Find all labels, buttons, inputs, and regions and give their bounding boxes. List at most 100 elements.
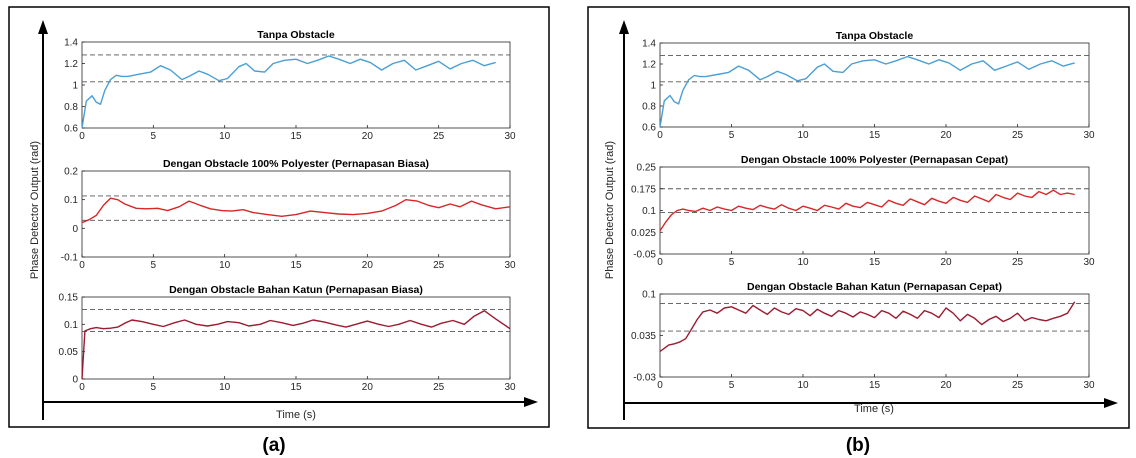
x-tick-label: 25	[433, 382, 445, 393]
y-tick-label: 0.25	[637, 163, 657, 174]
plot-area	[81, 41, 511, 129]
y-tick-label: 0.035	[631, 331, 656, 342]
y-tick-label: 0.8	[642, 102, 656, 113]
panel-a: Phase Detector Output (rad) Time (s) 0 5 1…	[8, 6, 550, 428]
subplot-title: Tanpa Obstacle	[836, 30, 914, 42]
x-axis-arrowhead	[1104, 398, 1118, 408]
panel-frame	[8, 6, 550, 428]
x-tick-label: 15	[869, 380, 881, 391]
x-tick-label: 0	[657, 257, 663, 268]
x-tick-label: 5	[729, 257, 735, 268]
x-tick-label: 30	[504, 382, 516, 393]
series-line	[81, 197, 511, 224]
series-line	[81, 310, 511, 380]
y-tick-label: 1	[72, 81, 78, 92]
subplot-title: Dengan Obstacle 100% Polyester (Pernapas…	[741, 154, 1008, 166]
subplot-2: 0 5 10 15 20 25 30 0 0.05 0.1 0.15 Dengan Obstacle …	[59, 284, 516, 393]
x-tick-label: 15	[290, 131, 302, 142]
series-line	[659, 55, 1075, 128]
x-tick-label: 10	[797, 257, 809, 268]
x-tick-label: 20	[362, 131, 374, 142]
panel-caption-a: (a)	[262, 435, 285, 456]
y-tick-label: 1.2	[64, 59, 78, 70]
subplot-title: Dengan Obstacle Bahan Katun (Pernapasan …	[747, 281, 1002, 293]
x-tick-label: 30	[504, 131, 516, 142]
plot-area	[659, 293, 1090, 378]
x-tick-label: 30	[1083, 380, 1095, 391]
x-tick-label: 5	[151, 382, 157, 393]
x-tick-label: 10	[219, 131, 231, 142]
y-tick-label: -0.1	[61, 253, 79, 264]
y-tick-label: 0.05	[59, 347, 79, 358]
x-tick-label: 20	[362, 260, 374, 271]
y-tick-label: 1.4	[64, 38, 78, 49]
y-tick-label: 1.2	[642, 60, 656, 71]
y-tick-label: 0.1	[642, 206, 656, 217]
y-tick-label: 0.2	[64, 167, 78, 178]
x-tick-label: 25	[1012, 257, 1024, 268]
x-axis-label: Time (s)	[276, 409, 316, 421]
panel-b: Phase Detector Output (rad) Time (s) 0 5 1…	[587, 6, 1130, 429]
x-tick-label: 0	[79, 382, 85, 393]
x-axis-arrowhead	[524, 397, 538, 407]
x-tick-label: 20	[940, 257, 952, 268]
x-tick-label: 30	[504, 260, 516, 271]
x-tick-label: 5	[151, 131, 157, 142]
y-tick-label: 0.175	[631, 184, 656, 195]
y-tick-label: 0.1	[64, 320, 78, 331]
subplot-0: 0 5 10 15 20 25 30 0.6 0.8 1 1.2 1.4 Tanpa Obstacle	[642, 30, 1095, 141]
y-tick-label: 1	[650, 81, 656, 92]
x-axis-label: Time (s)	[854, 403, 894, 415]
x-tick-label: 0	[79, 260, 85, 271]
subplot-0: 0 5 10 15 20 25 30 0.6 0.8 1 1.2 1.4 Tanpa Obstacle	[64, 29, 516, 142]
y-tick-label: 0.025	[631, 228, 656, 239]
x-tick-label: 25	[433, 131, 445, 142]
y-tick-label: 0.1	[64, 195, 78, 206]
plot-area	[659, 42, 1090, 128]
x-tick-label: 15	[290, 260, 302, 271]
y-tick-label: -0.03	[633, 373, 656, 384]
panel-caption-b: (b)	[846, 435, 870, 456]
x-tick-label: 15	[290, 382, 302, 393]
y-axis-arrowhead	[619, 20, 629, 34]
x-tick-label: 20	[362, 382, 374, 393]
y-tick-label: 0.15	[59, 293, 79, 304]
x-tick-label: 10	[219, 260, 231, 271]
x-tick-label: 15	[869, 130, 881, 141]
x-tick-label: 10	[797, 130, 809, 141]
x-tick-label: 10	[797, 380, 809, 391]
x-tick-label: 25	[1012, 130, 1024, 141]
plot-area	[659, 166, 1090, 255]
y-tick-label: 0.6	[642, 123, 656, 134]
x-tick-label: 0	[657, 130, 663, 141]
subplot-title: Dengan Obstacle 100% Polyester (Pernapas…	[163, 158, 429, 170]
subplot-2: 0 5 10 15 20 25 30 -0.03 0.035 0.1 Dengan Obstacle…	[631, 281, 1095, 391]
series-line	[659, 301, 1076, 353]
subplot-title: Dengan Obstacle Bahan Katun (Pernapasan …	[169, 284, 423, 296]
x-tick-label: 5	[151, 260, 157, 271]
x-tick-label: 25	[1012, 380, 1024, 391]
plot-area	[81, 296, 511, 380]
y-tick-label: 0.1	[642, 290, 656, 301]
y-axis-label: Phase Detector Output (rad)	[604, 141, 616, 279]
x-tick-label: 5	[729, 130, 735, 141]
x-tick-label: 30	[1083, 130, 1095, 141]
y-tick-label: 0.6	[64, 124, 78, 135]
subplots-a: 0 5 10 15 20 25 30 0.6 0.8 1 1.2 1.4 Tanpa Obstacle 0…	[59, 29, 516, 393]
series-line	[659, 189, 1075, 232]
series-line	[81, 55, 496, 129]
y-axis-label: Phase Detector Output (rad)	[29, 141, 41, 279]
x-tick-label: 30	[1083, 257, 1095, 268]
x-tick-label: 25	[433, 260, 445, 271]
y-tick-label: 0.8	[64, 102, 78, 113]
y-tick-label: -0.05	[633, 250, 656, 261]
subplot-title: Tanpa Obstacle	[257, 29, 335, 41]
subplot-1: 0 5 10 15 20 25 30 -0.05 0.025 0.1 0.175 0.25 Dengan…	[631, 154, 1095, 268]
y-tick-label: 0	[72, 375, 78, 386]
x-tick-label: 5	[729, 380, 735, 391]
y-tick-label: 0	[72, 224, 78, 235]
x-tick-label: 0	[657, 380, 663, 391]
